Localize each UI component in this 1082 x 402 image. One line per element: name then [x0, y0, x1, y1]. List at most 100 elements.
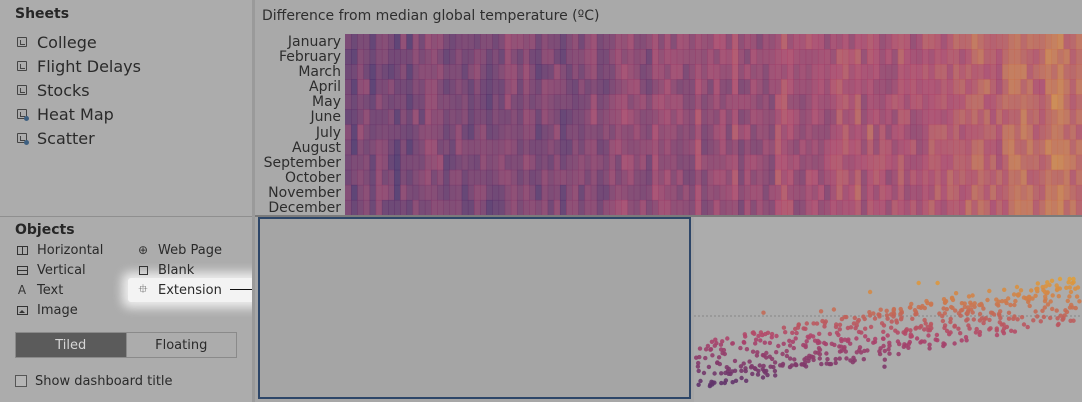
heat-cell	[719, 154, 727, 171]
heat-cell	[602, 34, 610, 50]
heat-cell	[449, 169, 457, 186]
heat-cell	[940, 79, 948, 95]
heat-cell	[424, 109, 432, 126]
heat-cell	[1020, 109, 1028, 126]
heat-cell	[928, 184, 936, 201]
heat-cell	[351, 154, 358, 171]
heat-cell	[965, 94, 973, 111]
scatter-point	[852, 315, 857, 321]
extension-drop-zone[interactable]	[258, 217, 691, 399]
tiled-button[interactable]: Tiled	[16, 333, 126, 357]
scatter-point	[738, 364, 744, 369]
sheet-item-flight-delays[interactable]: Flight Delays	[17, 55, 141, 77]
heat-cell	[1057, 199, 1065, 215]
scatter-point	[819, 361, 824, 367]
heat-cell	[1069, 124, 1077, 141]
object-web-page[interactable]: ⊕ Web Page	[136, 241, 222, 259]
scatter-plot[interactable]	[694, 217, 1082, 402]
object-image[interactable]: Image	[15, 301, 78, 319]
heat-cell	[1063, 34, 1071, 50]
heat-cell	[768, 154, 776, 171]
scatter-point	[723, 378, 729, 383]
sheet-item-stocks[interactable]: Stocks	[17, 79, 90, 101]
heat-cell	[768, 94, 776, 111]
heat-cell	[762, 184, 770, 201]
heat-cell	[424, 49, 432, 65]
heat-cell	[541, 154, 549, 171]
heat-map-grid[interactable]	[345, 34, 1082, 215]
scatter-point	[720, 351, 725, 356]
heat-cell	[940, 154, 948, 171]
sheet-item-college[interactable]: College	[17, 31, 97, 53]
heat-cell	[725, 109, 733, 126]
heat-cell	[989, 124, 997, 141]
heat-cell	[1063, 154, 1071, 171]
heat-cell	[572, 124, 579, 141]
heat-cell	[387, 49, 395, 65]
object-horizontal[interactable]: Horizontal	[15, 241, 103, 259]
sheet-item-heat-map[interactable]: Heat Map	[17, 103, 114, 125]
heat-cell	[707, 64, 715, 80]
heat-cell	[873, 199, 880, 215]
show-title-checkbox[interactable]	[15, 375, 27, 387]
heat-cell	[486, 184, 493, 201]
heat-cell	[1039, 64, 1046, 80]
pane-divider[interactable]	[252, 0, 255, 402]
heat-cell	[940, 109, 948, 126]
extension-icon: ⯐	[138, 281, 148, 296]
heat-cell	[848, 139, 856, 156]
heat-cell	[996, 109, 1003, 126]
object-extension[interactable]: ⯐ Extension	[136, 281, 221, 299]
scatter-point	[1049, 278, 1055, 283]
heat-cell	[836, 199, 844, 215]
heat-cell	[1051, 184, 1059, 201]
heat-cell	[928, 64, 936, 80]
heat-cell	[799, 64, 807, 80]
heat-cell	[1020, 34, 1028, 50]
heat-cell	[695, 49, 702, 65]
scatter-point	[848, 325, 854, 330]
object-vertical[interactable]: Vertical	[15, 261, 86, 279]
scatter-point	[755, 350, 760, 355]
month-label: January	[287, 34, 341, 50]
scatter-point	[824, 351, 829, 356]
sheet-item-scatter[interactable]: Scatter	[17, 127, 95, 149]
scatter-point	[708, 347, 713, 352]
heat-cell	[903, 34, 911, 50]
heat-cell	[529, 94, 536, 111]
floating-button[interactable]: Floating	[125, 333, 236, 357]
heat-cell	[1057, 79, 1065, 95]
heat-cell	[449, 34, 457, 50]
heat-cell	[609, 124, 616, 141]
heat-cell	[566, 139, 573, 156]
heat-cell	[572, 79, 579, 95]
scatter-point	[965, 305, 971, 310]
heat-cell	[559, 34, 567, 50]
heat-cell	[412, 34, 420, 50]
scatter-point	[887, 340, 892, 345]
heat-cell	[676, 49, 684, 65]
heat-cell	[989, 34, 997, 50]
heat-cell	[910, 49, 917, 65]
heat-cell	[529, 154, 536, 171]
heat-cell	[959, 109, 966, 126]
show-dashboard-title-option[interactable]: Show dashboard title	[15, 372, 173, 390]
scatter-point	[973, 330, 979, 335]
heat-cell	[731, 94, 739, 111]
heat-cell	[824, 139, 831, 156]
heat-cell	[903, 169, 911, 186]
heat-cell	[658, 64, 665, 80]
heat-cell	[357, 154, 365, 171]
scatter-point	[969, 302, 974, 308]
heat-cell	[430, 139, 438, 156]
heat-cell	[596, 109, 604, 126]
heat-cell	[430, 94, 438, 111]
scatter-point	[760, 332, 765, 338]
object-blank[interactable]: Blank	[136, 261, 194, 279]
heat-cell	[645, 79, 653, 95]
heat-cell	[738, 154, 745, 171]
scatter-point	[846, 337, 851, 342]
scatter-point	[1075, 285, 1081, 290]
object-text[interactable]: A Text	[15, 281, 63, 299]
scatter-point	[1041, 314, 1047, 320]
